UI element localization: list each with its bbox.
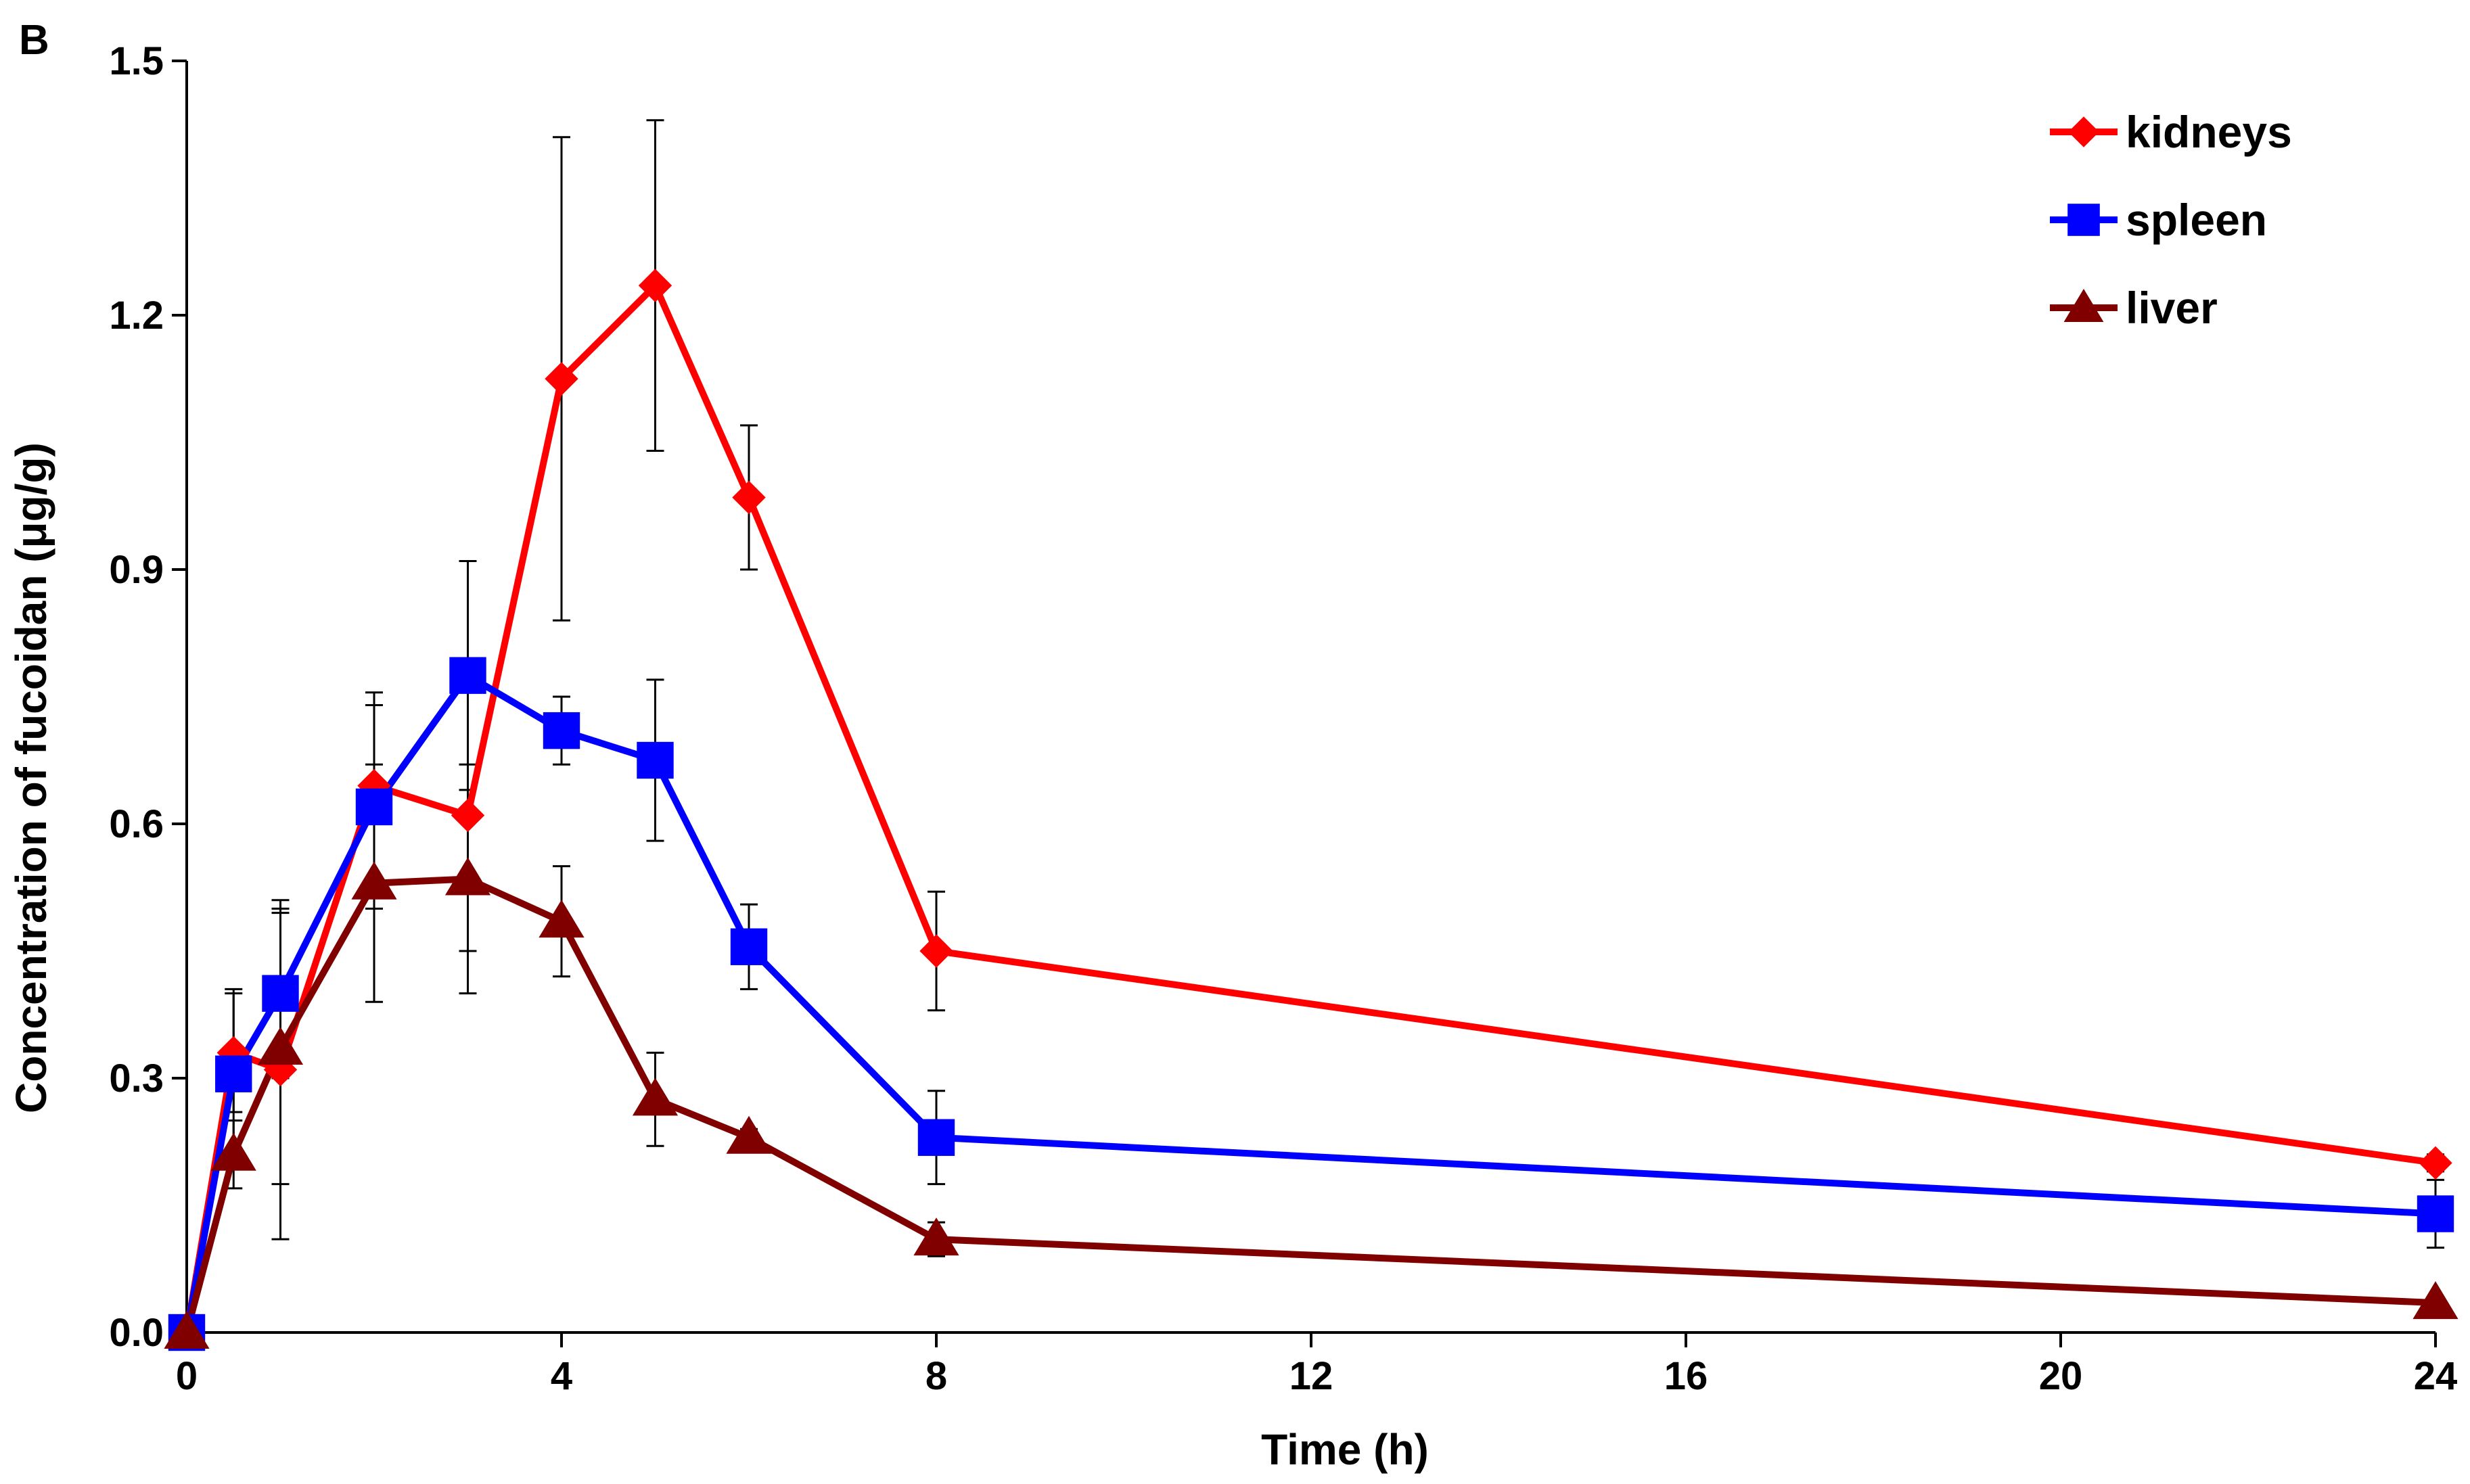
data-point-kidneys [2419, 1146, 2452, 1180]
x-tick-label: 0 [176, 1354, 198, 1398]
data-point-spleen [637, 742, 673, 779]
x-tick-label: 16 [1664, 1354, 1708, 1398]
data-point-liver [445, 857, 490, 895]
data-point-liver [633, 1077, 678, 1115]
y-tick-label: 0.9 [109, 548, 164, 592]
data-point-spleen [543, 712, 580, 749]
x-tick-label: 12 [1289, 1354, 1333, 1398]
series-markers [164, 269, 2458, 1351]
data-point-spleen [215, 1056, 252, 1092]
data-point-liver [726, 1116, 771, 1154]
legend-marker-spleen [2067, 204, 2100, 236]
data-point-spleen [449, 657, 486, 693]
data-point-spleen [356, 789, 392, 825]
panel-label: B [19, 17, 49, 64]
data-point-spleen [731, 929, 767, 965]
data-point-liver [539, 900, 584, 937]
legend-label-spleen: spleen [2126, 195, 2267, 245]
x-axis-title: Time (h) [1261, 1425, 1429, 1474]
data-point-spleen [2417, 1195, 2454, 1232]
y-tick-label: 1.2 [109, 294, 164, 338]
data-point-kidneys [451, 799, 484, 832]
legend-label-liver: liver [2126, 283, 2218, 333]
x-tick-label: 4 [551, 1354, 572, 1398]
data-point-kidneys [919, 934, 953, 967]
legend: kidneys spleen liver [2050, 107, 2292, 333]
legend-marker-kidneys [2068, 116, 2099, 147]
y-tick-label: 1.5 [109, 39, 164, 83]
series-line-liver [187, 879, 2435, 1332]
x-tick-label: 24 [2414, 1354, 2458, 1398]
y-tick-label: 0.6 [109, 802, 164, 846]
series-lines [187, 285, 2435, 1332]
x-tick-label: 8 [925, 1354, 947, 1398]
data-point-kidneys [732, 481, 765, 514]
y-axis-title: Concentration of fucoidan (μg/g) [7, 442, 55, 1113]
x-tick-label: 20 [2039, 1354, 2083, 1398]
data-point-liver [258, 1027, 303, 1065]
data-point-spleen [262, 975, 298, 1011]
y-tick-label: 0.3 [109, 1057, 164, 1100]
y-tick-label: 0.0 [109, 1311, 164, 1355]
legend-label-kidneys: kidneys [2126, 107, 2292, 157]
series-line-kidneys [187, 285, 2435, 1332]
data-point-spleen [918, 1119, 955, 1156]
